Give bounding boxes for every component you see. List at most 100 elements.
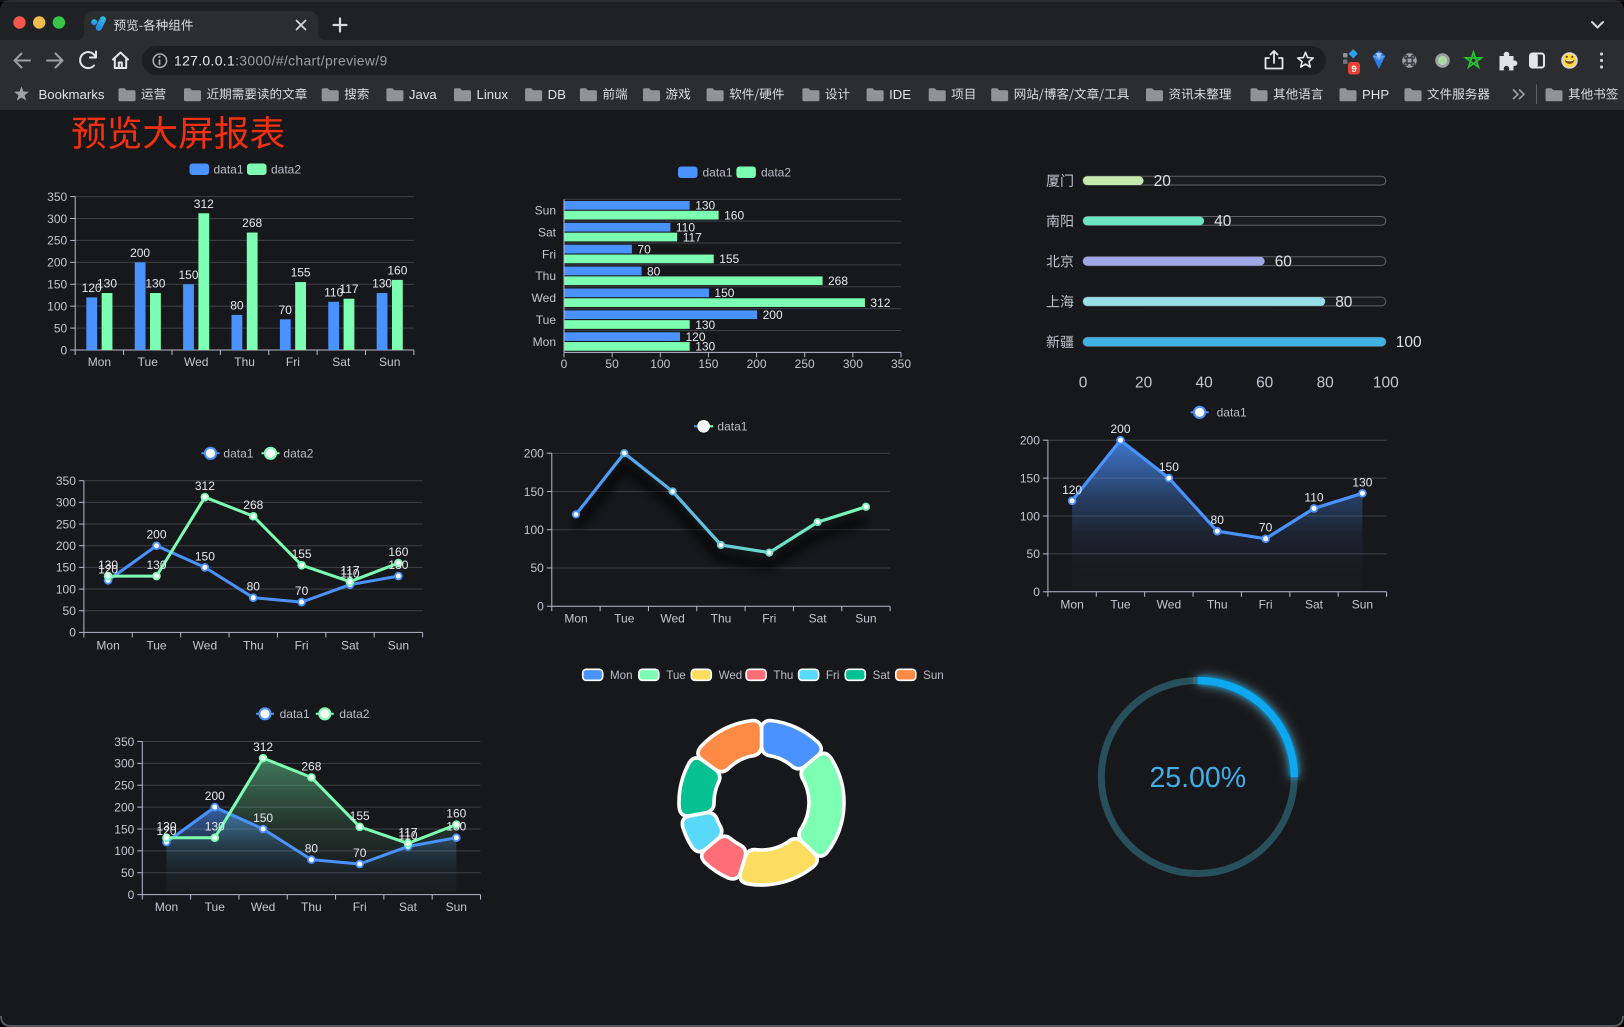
svg-text:350: 350 <box>891 357 911 371</box>
svg-text:250: 250 <box>56 517 76 531</box>
svg-text:110: 110 <box>676 221 695 235</box>
svg-text:155: 155 <box>350 809 370 823</box>
svg-text:Thu: Thu <box>301 900 322 914</box>
svg-text:350: 350 <box>47 190 67 204</box>
svg-text:Tue: Tue <box>536 313 557 327</box>
svg-text:312: 312 <box>194 197 214 211</box>
svg-text:0: 0 <box>61 343 68 357</box>
svg-text:Sat: Sat <box>399 900 418 914</box>
svg-text:Sun: Sun <box>388 639 409 653</box>
svg-text:Thu: Thu <box>711 611 732 625</box>
svg-text:Wed: Wed <box>193 639 217 653</box>
svg-text:data1: data1 <box>223 447 253 461</box>
svg-text:130: 130 <box>98 558 118 572</box>
svg-text:110: 110 <box>340 567 359 581</box>
svg-text:350: 350 <box>56 474 76 488</box>
svg-text:150: 150 <box>114 822 134 836</box>
svg-text:Fri: Fri <box>542 247 556 261</box>
svg-text:250: 250 <box>47 234 67 248</box>
svg-text:150: 150 <box>178 268 198 282</box>
svg-text:Java: Java <box>409 87 438 102</box>
svg-text:60: 60 <box>1256 374 1274 391</box>
svg-text:200: 200 <box>130 246 150 260</box>
svg-text:150: 150 <box>47 278 67 292</box>
svg-text:Wed: Wed <box>1157 597 1181 611</box>
svg-text:200: 200 <box>47 256 67 270</box>
svg-text:130: 130 <box>695 318 715 332</box>
svg-text:250: 250 <box>114 779 134 793</box>
svg-text:Tue: Tue <box>138 355 159 369</box>
svg-text:150: 150 <box>698 357 718 371</box>
svg-text:Mon: Mon <box>155 900 178 914</box>
svg-text:110: 110 <box>1304 490 1323 504</box>
svg-text:80: 80 <box>247 580 261 594</box>
svg-text:data1: data1 <box>703 166 733 180</box>
svg-text:300: 300 <box>843 357 863 371</box>
svg-text:9: 9 <box>1351 64 1356 75</box>
svg-text:Fri: Fri <box>826 669 840 682</box>
svg-text:268: 268 <box>242 216 262 230</box>
svg-text:Thu: Thu <box>1207 597 1228 611</box>
svg-text:Mon: Mon <box>96 639 119 653</box>
svg-text:Bookmarks: Bookmarks <box>39 87 105 102</box>
svg-text:200: 200 <box>524 447 544 461</box>
svg-text:300: 300 <box>114 757 134 771</box>
svg-text:0: 0 <box>1079 374 1088 391</box>
svg-text:127.0.0.1:3000/#/chart/preview: 127.0.0.1:3000/#/chart/preview/9 <box>174 52 388 68</box>
svg-text:IDE: IDE <box>889 87 911 102</box>
svg-text:130: 130 <box>388 558 408 572</box>
svg-text:DB: DB <box>548 87 567 102</box>
svg-text:Wed: Wed <box>532 291 556 305</box>
svg-text:100: 100 <box>56 582 76 596</box>
svg-text:Fri: Fri <box>286 355 300 369</box>
svg-text:20: 20 <box>1154 173 1172 190</box>
svg-text:data1: data1 <box>717 420 747 434</box>
svg-text:100: 100 <box>1373 374 1399 391</box>
svg-text:100: 100 <box>1020 509 1040 523</box>
svg-text:Mon: Mon <box>610 669 633 682</box>
svg-text:160: 160 <box>724 209 744 223</box>
svg-text:110: 110 <box>398 829 417 843</box>
svg-text:Tue: Tue <box>146 639 167 653</box>
svg-text:0: 0 <box>561 357 568 371</box>
svg-text:200: 200 <box>1020 434 1040 448</box>
svg-text:155: 155 <box>292 547 312 561</box>
svg-text:80: 80 <box>230 298 244 312</box>
svg-text:data2: data2 <box>339 707 369 721</box>
svg-text:Sat: Sat <box>809 611 828 625</box>
svg-text:Fri: Fri <box>353 900 367 914</box>
svg-text:50: 50 <box>605 357 619 371</box>
svg-text:130: 130 <box>146 558 166 572</box>
svg-text:50: 50 <box>1027 547 1041 561</box>
svg-text:160: 160 <box>446 807 466 821</box>
svg-text:200: 200 <box>205 789 225 803</box>
svg-text:Tue: Tue <box>614 611 635 625</box>
svg-text:100: 100 <box>114 844 134 858</box>
svg-text:60: 60 <box>1275 254 1293 271</box>
svg-text:Sat: Sat <box>873 669 891 682</box>
svg-text:Tue: Tue <box>205 900 226 914</box>
svg-text:300: 300 <box>47 212 67 226</box>
svg-text:130: 130 <box>695 199 715 213</box>
svg-text:160: 160 <box>388 545 408 559</box>
svg-text:Sun: Sun <box>379 355 400 369</box>
svg-text:20: 20 <box>1135 374 1153 391</box>
svg-text:Tue: Tue <box>666 669 686 682</box>
svg-text:200: 200 <box>1110 422 1130 436</box>
svg-text:Linux: Linux <box>477 87 509 102</box>
svg-text:150: 150 <box>253 811 273 825</box>
svg-text:80: 80 <box>1335 294 1353 311</box>
svg-text:117: 117 <box>683 230 702 244</box>
svg-text:Mon: Mon <box>533 335 556 349</box>
svg-text:Fri: Fri <box>295 639 309 653</box>
svg-text:50: 50 <box>54 321 68 335</box>
svg-text:100: 100 <box>47 300 67 314</box>
svg-text:268: 268 <box>301 759 321 773</box>
svg-text:Sun: Sun <box>855 611 876 625</box>
svg-text:70: 70 <box>637 242 651 256</box>
svg-text:120: 120 <box>686 330 706 344</box>
svg-text:155: 155 <box>719 252 739 266</box>
svg-text:200: 200 <box>747 357 767 371</box>
svg-text:130: 130 <box>695 340 715 354</box>
svg-text:130: 130 <box>97 277 117 291</box>
